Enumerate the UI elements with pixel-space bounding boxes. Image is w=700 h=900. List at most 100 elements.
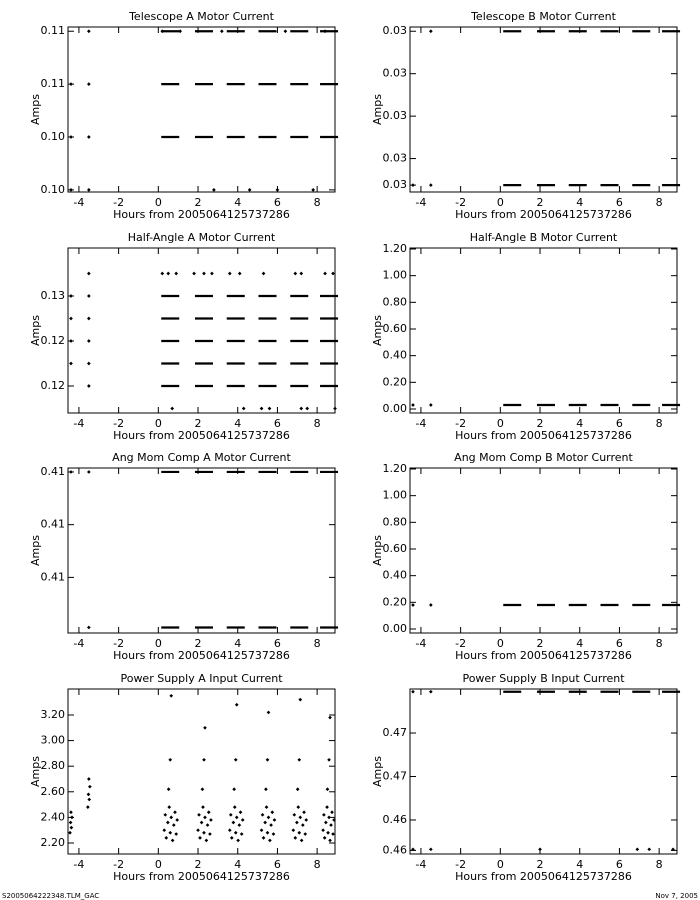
point <box>411 603 415 607</box>
point <box>87 316 91 321</box>
point <box>311 188 316 192</box>
y-tick-label: 0.80 <box>383 295 408 308</box>
point <box>203 815 207 820</box>
point <box>87 625 91 630</box>
point <box>168 757 173 762</box>
x-tick-label: 4 <box>576 196 583 209</box>
y-tick-label: 0.47 <box>383 770 408 783</box>
panel-title: Ang Mom Comp B Motor Current <box>454 451 633 464</box>
x-tick-label: 0 <box>497 196 504 209</box>
panel-title: Half-Angle B Motor Current <box>470 231 618 244</box>
point <box>333 406 337 411</box>
point <box>87 82 91 86</box>
point <box>237 823 242 827</box>
point <box>259 828 264 833</box>
y-tick-label: 0.20 <box>383 375 408 388</box>
point <box>261 836 266 840</box>
y-tick-label: 0.40 <box>383 569 408 582</box>
x-tick-label: -2 <box>455 637 466 650</box>
point <box>227 271 232 276</box>
point <box>198 836 202 840</box>
point <box>205 823 210 827</box>
x-tick-label: 6 <box>274 196 281 209</box>
y-tick-label: 0.10 <box>41 130 66 143</box>
point <box>87 384 91 388</box>
point <box>87 294 91 298</box>
point <box>411 183 415 187</box>
x-tick-label: 2 <box>537 637 544 650</box>
x-tick-label: -2 <box>113 858 124 871</box>
point <box>322 836 327 840</box>
x-tick-label: 6 <box>616 196 623 209</box>
point <box>301 823 305 827</box>
point <box>331 832 335 836</box>
y-tick-label: 0.41 <box>41 518 66 531</box>
point <box>296 805 301 809</box>
point <box>201 805 205 809</box>
point <box>237 271 242 276</box>
point <box>247 188 252 192</box>
x-tick-label: 2 <box>537 196 544 209</box>
point <box>266 710 271 715</box>
point <box>228 812 233 817</box>
x-tick-label: 0 <box>155 858 162 871</box>
point <box>429 403 433 407</box>
footer-left: S2005064222348.TLM_GAC <box>2 892 99 900</box>
point <box>173 810 177 815</box>
point <box>324 820 328 825</box>
y-tick-label: 0.60 <box>383 542 408 555</box>
panel: Ang Mom Comp A Motor Current Hours from 2… <box>29 451 339 662</box>
y-tick-label: 0.11 <box>41 24 66 37</box>
x-tick-label: 0 <box>497 417 504 430</box>
x-tick-label: -4 <box>415 196 426 209</box>
x-tick-label: 4 <box>234 196 241 209</box>
point <box>263 820 267 825</box>
y-tick-label: 0.00 <box>383 402 408 415</box>
y-axis-label: Amps <box>29 756 42 787</box>
y-tick-label: 0.13 <box>41 289 66 302</box>
y-axis-label: Amps <box>371 535 384 566</box>
point <box>260 812 265 817</box>
point <box>238 810 243 815</box>
y-tick-label: 0.46 <box>383 813 408 826</box>
x-tick-label: 4 <box>576 858 583 871</box>
panel-title: Telescope A Motor Current <box>128 10 275 23</box>
point <box>295 787 300 792</box>
point <box>293 271 298 276</box>
y-tick-label: 0.11 <box>41 77 66 90</box>
y-tick-label: 0.03 <box>383 109 408 122</box>
x-tick-label: 2 <box>195 637 202 650</box>
point <box>234 815 239 820</box>
x-axis-label: Hours from 2005064125737286 <box>113 649 290 662</box>
x-axis-label: Hours from 2005064125737286 <box>113 429 290 442</box>
x-axis-label: Hours from 2005064125737286 <box>113 870 290 883</box>
x-tick-label: 6 <box>616 637 623 650</box>
point <box>87 29 91 34</box>
point <box>272 818 277 822</box>
point <box>325 805 329 809</box>
point <box>229 836 234 840</box>
x-axis-label: Hours from 2005064125737286 <box>455 649 632 662</box>
point <box>299 838 304 843</box>
point <box>411 847 415 852</box>
y-tick-label: 1.00 <box>383 489 408 502</box>
point <box>87 777 91 781</box>
panel: Ang Mom Comp B Motor Current Hours from 2… <box>371 451 681 662</box>
point <box>429 603 433 607</box>
point <box>266 815 271 820</box>
x-tick-label: 6 <box>616 417 623 430</box>
x-tick-label: 2 <box>195 196 202 209</box>
point <box>240 818 245 822</box>
point <box>304 818 309 822</box>
point <box>68 820 73 825</box>
plot-frame <box>67 247 336 414</box>
point <box>326 830 330 835</box>
panel: Half-Angle A Motor Current Hours from 200… <box>29 231 339 442</box>
point <box>328 838 332 843</box>
point <box>197 812 201 817</box>
point <box>87 797 92 802</box>
point <box>292 812 297 817</box>
plot-frame <box>409 26 678 193</box>
point <box>202 271 206 276</box>
